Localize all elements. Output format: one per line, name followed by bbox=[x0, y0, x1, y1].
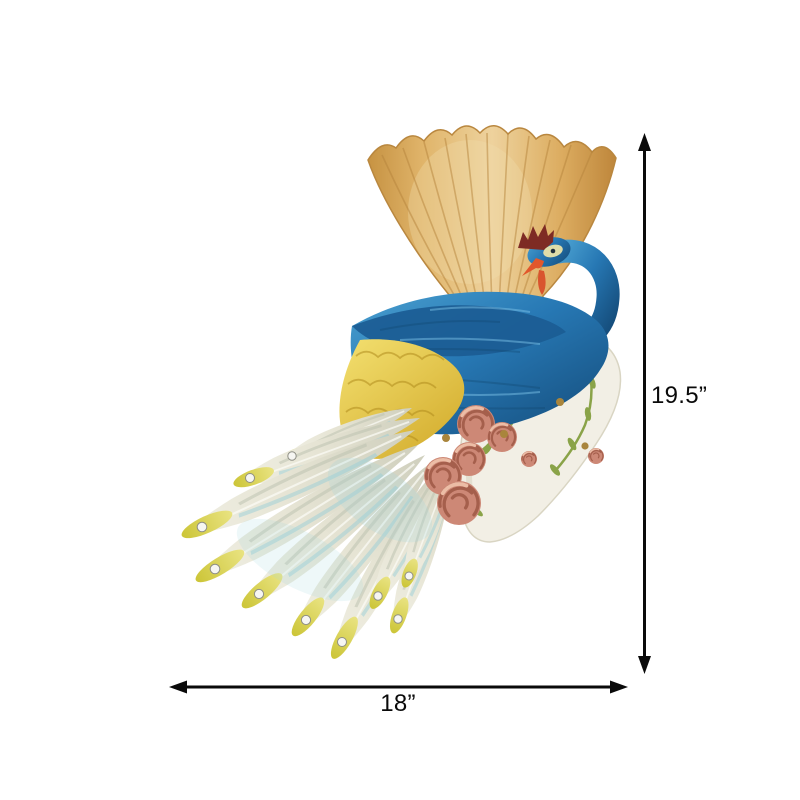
wattle bbox=[538, 270, 546, 295]
eye bbox=[550, 248, 556, 254]
crest bbox=[518, 224, 554, 250]
arrowhead-right-icon bbox=[610, 680, 628, 694]
beak bbox=[522, 258, 544, 276]
arrowhead-down-icon bbox=[638, 656, 651, 674]
tail-feathers bbox=[176, 398, 466, 666]
rose-cluster bbox=[422, 398, 605, 527]
gold-studs bbox=[442, 398, 589, 450]
arrowhead-up-icon bbox=[638, 133, 651, 151]
feather-crystals bbox=[196, 451, 414, 647]
width-dimension-label: 18” bbox=[380, 690, 416, 717]
arrowhead-left-icon bbox=[169, 680, 187, 694]
width-dimension-line bbox=[169, 680, 628, 694]
height-dimension-label: 19.5” bbox=[651, 382, 708, 409]
height-dimension-line bbox=[638, 133, 651, 674]
lamp-shade bbox=[367, 125, 617, 323]
